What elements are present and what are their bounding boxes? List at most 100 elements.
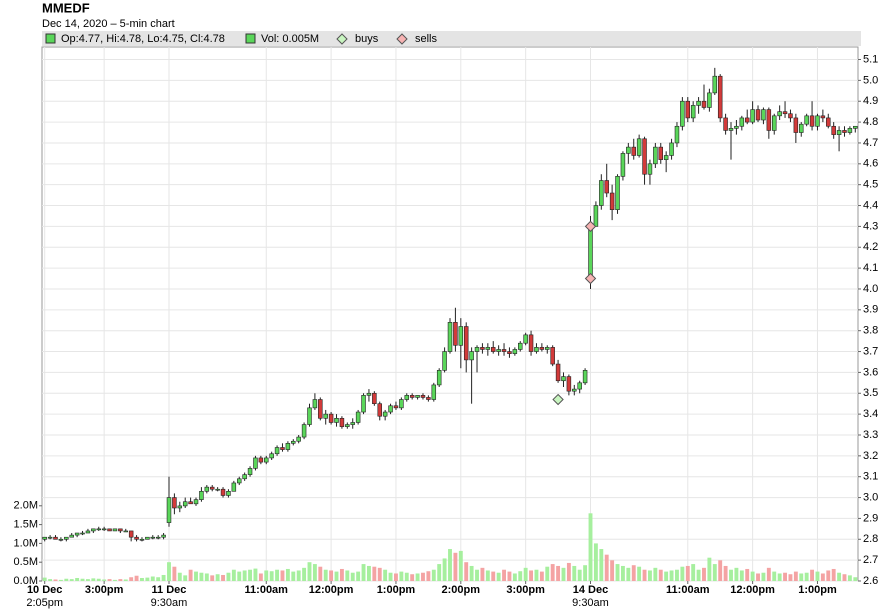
- candle-body: [193, 499, 199, 505]
- volume-bar: [491, 571, 496, 581]
- x-tick-label: 11:00am: [244, 584, 288, 596]
- volume-bar: [583, 565, 588, 581]
- volume-bar: [502, 569, 506, 581]
- candle-body: [555, 363, 561, 382]
- candle-body: [269, 453, 274, 459]
- plot-area: [41, 46, 859, 582]
- candle-body: [236, 478, 242, 484]
- volume-bar: [772, 571, 777, 581]
- volume-bar: [318, 566, 323, 581]
- volume-bar: [550, 564, 555, 581]
- volume-bar: [729, 569, 733, 581]
- volume-bar: [415, 573, 420, 581]
- volume-bar: [529, 570, 534, 581]
- candle-body: [707, 92, 712, 108]
- volume-bar: [253, 568, 258, 581]
- chart-title: MMEDF: [42, 0, 90, 15]
- volume-bar: [631, 565, 636, 581]
- candle-body: [728, 128, 734, 131]
- volume-bar: [664, 571, 669, 581]
- candle-body: [539, 347, 545, 350]
- candle-body: [620, 153, 626, 177]
- candle-body: [280, 447, 285, 450]
- candle-body: [436, 370, 442, 386]
- y-tick-label: 5.0: [863, 74, 878, 86]
- volume-bar: [675, 569, 679, 581]
- chart-subtitle: Dec 14, 2020 – 5-min chart: [42, 18, 175, 30]
- legend-marker: [396, 33, 408, 45]
- volume-bar: [307, 562, 312, 581]
- y-tick-label: 3.7: [863, 345, 878, 357]
- volume-bar: [545, 566, 550, 581]
- candle-body: [420, 395, 426, 398]
- x-tick-label: 10 Dec 2:05pm: [26, 584, 64, 609]
- volume-bar: [561, 567, 566, 581]
- candle-body: [350, 422, 355, 425]
- candle-body: [312, 399, 318, 409]
- volume-bar: [842, 574, 847, 581]
- candle-body: [826, 117, 831, 127]
- volume-bar: [291, 571, 296, 581]
- candle-body: [626, 146, 631, 154]
- volume-bar: [837, 572, 842, 581]
- volume-bar: [312, 564, 317, 581]
- volume-bar: [134, 575, 139, 581]
- volume-bar: [793, 571, 798, 581]
- candle-body: [442, 351, 447, 371]
- volume-bar: [642, 569, 647, 581]
- volume-bar: [718, 560, 723, 581]
- y-tick-label: 4.4: [863, 199, 878, 211]
- volume-bar: [356, 571, 361, 581]
- candle-body: [247, 468, 253, 475]
- volume-bar: [712, 564, 717, 581]
- volume-bar: [750, 571, 755, 581]
- candle-body: [301, 424, 307, 438]
- volume-bar: [242, 570, 247, 581]
- candle-body: [501, 349, 507, 352]
- volume-bar: [399, 571, 404, 581]
- candle-body: [274, 447, 280, 455]
- volume-bar: [512, 573, 517, 581]
- volume-bar: [156, 577, 161, 581]
- volume-bar: [123, 579, 128, 581]
- candle-body: [458, 326, 464, 346]
- volume-bar: [593, 543, 598, 581]
- candle-body: [291, 440, 296, 444]
- volume-bar: [810, 569, 815, 581]
- volume-bar: [766, 567, 771, 581]
- volume-bar: [64, 578, 69, 581]
- candle-body: [258, 457, 264, 463]
- candle-body: [528, 334, 534, 352]
- legend-label: buys: [355, 33, 379, 45]
- y-tick-label: 4.9: [863, 95, 878, 107]
- candle-body: [588, 226, 593, 279]
- y-tick-label: 3.3: [863, 429, 878, 441]
- volume-bar: [480, 567, 485, 581]
- candle-body: [318, 399, 323, 419]
- volume-bar: [329, 570, 334, 581]
- x-tick-label: 14 Dec 9:30am: [572, 584, 609, 609]
- candle-body: [815, 115, 820, 127]
- candle-body: [485, 347, 491, 350]
- volume-bar: [258, 573, 263, 581]
- volume-bar: [102, 579, 107, 581]
- candle-body: [490, 347, 496, 352]
- candle-body: [761, 109, 766, 121]
- volume-bar: [210, 575, 215, 581]
- candle-body: [647, 163, 653, 175]
- y-tick-label: 4.7: [863, 137, 878, 149]
- volume-bar: [815, 571, 820, 581]
- volume-bar: [269, 571, 274, 581]
- candle-body: [426, 397, 431, 400]
- candle-body: [296, 436, 301, 442]
- y-tick-label: 4.8: [863, 116, 878, 128]
- y-tick-label: 3.0: [863, 491, 878, 503]
- y-tick-label: 2.8: [863, 533, 878, 545]
- volume-bar: [496, 572, 501, 581]
- candle-body: [696, 100, 701, 106]
- x-tick-label: 12:00pm: [308, 584, 354, 596]
- candle-body: [561, 376, 566, 382]
- legend-swatch: [45, 33, 56, 44]
- volume-bar: [96, 578, 101, 581]
